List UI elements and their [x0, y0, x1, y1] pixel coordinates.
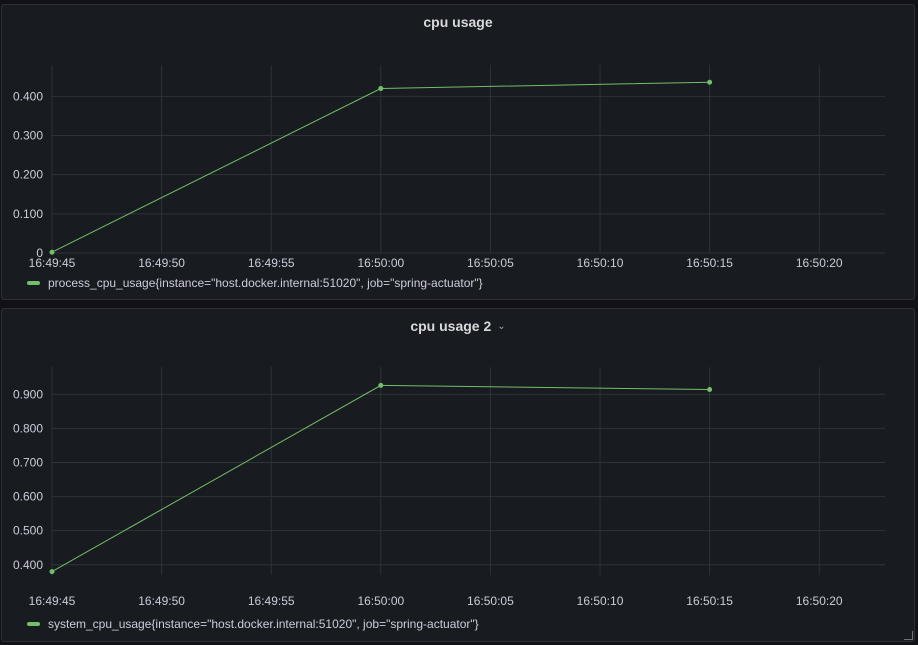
- data-point: [707, 387, 713, 393]
- y-tick-label: 0.600: [13, 490, 43, 504]
- y-tick-label: 0.300: [13, 129, 43, 143]
- x-tick-label: 16:50:10: [577, 594, 624, 608]
- legend-label[interactable]: process_cpu_usage{instance="host.docker.…: [48, 276, 483, 290]
- x-tick-label: 16:49:55: [248, 594, 295, 608]
- data-point: [49, 569, 55, 575]
- x-tick-label: 16:50:20: [796, 594, 843, 608]
- y-tick-label: 0.400: [13, 89, 43, 103]
- resize-handle[interactable]: [904, 631, 913, 640]
- panel-title-text[interactable]: cpu usage 2: [410, 318, 492, 334]
- chevron-down-icon[interactable]: ⌄: [497, 321, 506, 333]
- x-tick-label: 16:50:00: [357, 594, 404, 608]
- x-tick-label: 16:50:15: [686, 256, 733, 270]
- y-tick-label: 0.900: [13, 387, 43, 401]
- y-tick-label: 0.800: [13, 421, 43, 435]
- x-tick-label: 16:49:45: [29, 256, 76, 270]
- panel-title[interactable]: cpu usage 2 ⌄: [2, 317, 914, 335]
- panel-title[interactable]: cpu usage: [2, 13, 914, 31]
- legend-label[interactable]: system_cpu_usage{instance="host.docker.i…: [48, 617, 479, 631]
- x-tick-label: 16:50:00: [357, 256, 404, 270]
- data-point: [707, 79, 713, 85]
- x-tick-label: 16:50:10: [577, 256, 624, 270]
- y-tick-label: 0: [36, 246, 43, 260]
- x-tick-label: 16:50:05: [467, 256, 514, 270]
- x-tick-label: 16:50:05: [467, 594, 514, 608]
- legend-item[interactable]: process_cpu_usage{instance="host.docker.…: [27, 275, 483, 291]
- series-color-swatch[interactable]: [27, 280, 40, 285]
- x-tick-label: 16:49:50: [138, 256, 185, 270]
- y-tick-label: 0.100: [13, 207, 43, 221]
- x-tick-label: 16:49:45: [29, 594, 76, 608]
- panel-title-text[interactable]: cpu usage: [423, 14, 493, 30]
- data-point: [378, 382, 384, 388]
- x-tick-label: 16:50:20: [796, 256, 843, 270]
- legend-item[interactable]: system_cpu_usage{instance="host.docker.i…: [27, 616, 479, 632]
- cpu-usage-panel: cpu usage 0 0.100 0.200 0.300 0.400 16:49:45 1…: [1, 4, 915, 300]
- data-point: [49, 249, 55, 255]
- series-color-swatch[interactable]: [27, 621, 40, 626]
- y-tick-label: 0.700: [13, 455, 43, 469]
- cpu-usage-chart: 0 0.100 0.200 0.300 0.400 16:49:45 16:49:50 16:…: [13, 65, 885, 270]
- cpu-usage-2-panel: cpu usage 2 ⌄ 0.400 0.500 0.600 0.700 0.800 0.…: [1, 308, 915, 642]
- y-tick-label: 0.400: [13, 558, 43, 572]
- y-tick-label: 0.200: [13, 168, 43, 182]
- y-tick-label: 0.500: [13, 524, 43, 538]
- x-tick-label: 16:50:15: [686, 594, 733, 608]
- data-point: [378, 86, 384, 91]
- cpu-usage-2-chart: 0.400 0.500 0.600 0.700 0.800 0.900 16:49:45 16…: [13, 367, 885, 608]
- x-tick-label: 16:49:55: [248, 256, 295, 270]
- x-tick-label: 16:49:50: [138, 594, 185, 608]
